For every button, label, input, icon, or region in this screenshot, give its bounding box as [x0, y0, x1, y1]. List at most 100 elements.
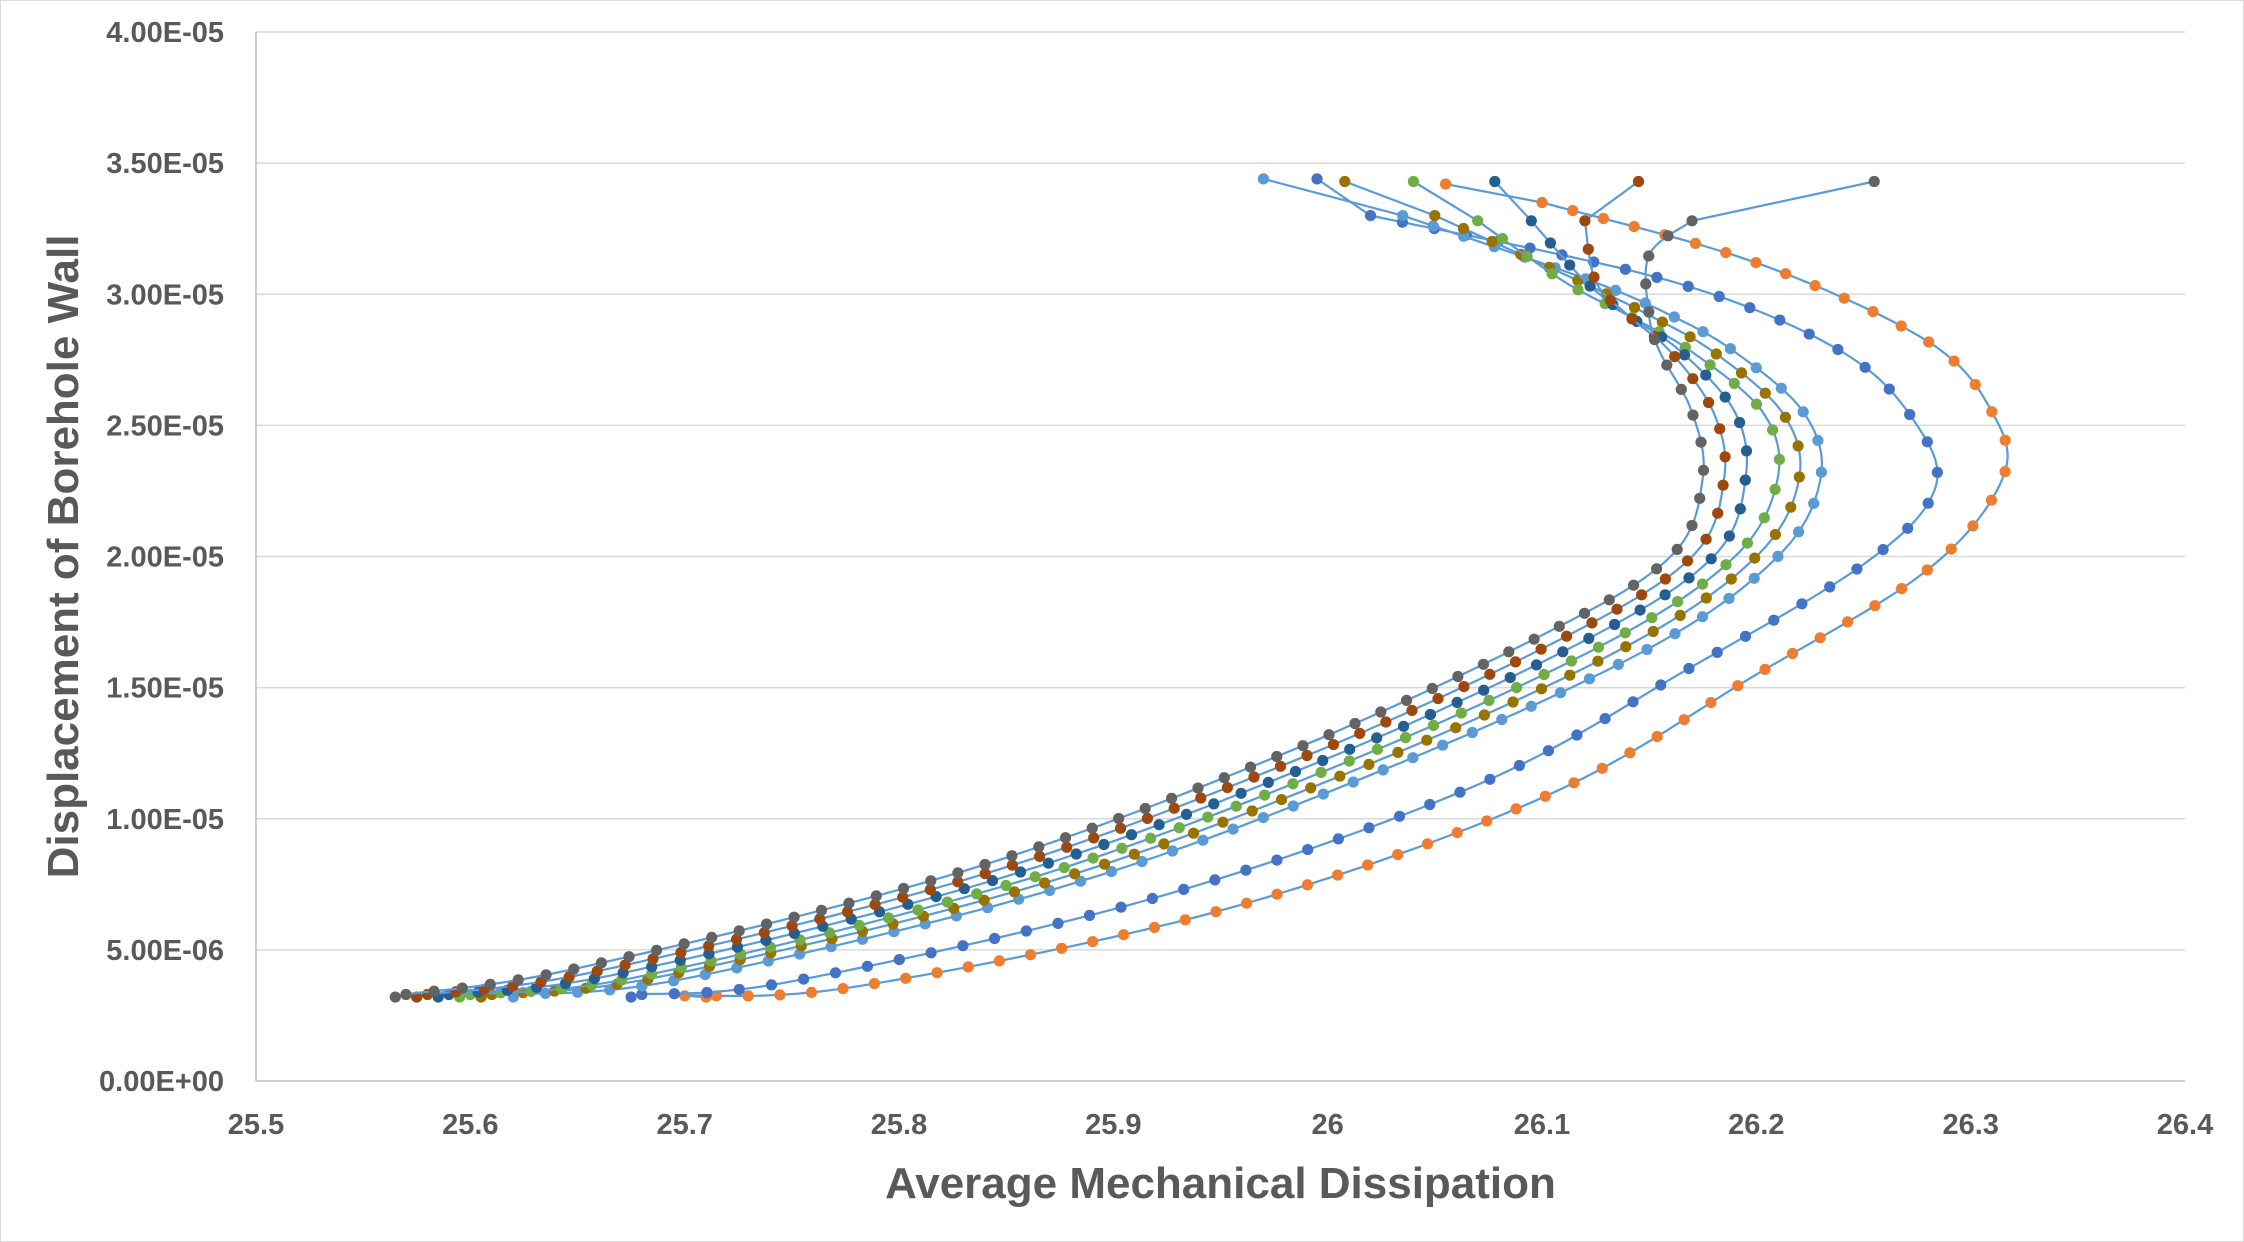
data-point — [1759, 387, 1771, 399]
data-point — [1596, 762, 1608, 774]
data-point — [1246, 805, 1258, 817]
data-point — [1679, 349, 1691, 361]
data-point — [1649, 334, 1661, 346]
series-line — [395, 180, 1875, 999]
data-point — [647, 953, 659, 965]
data-point — [1659, 589, 1671, 601]
data-point — [1364, 210, 1377, 222]
data-point — [1401, 694, 1413, 707]
data-point — [1347, 776, 1359, 788]
data-point — [1651, 271, 1663, 283]
data-point — [1759, 663, 1771, 676]
data-point — [1535, 683, 1548, 695]
data-point — [1158, 838, 1170, 850]
data-point — [1723, 592, 1735, 605]
data-point — [1380, 716, 1392, 728]
data-point — [1024, 949, 1037, 961]
data-point — [1792, 440, 1804, 452]
data-point — [1815, 466, 1827, 478]
data-point — [1241, 897, 1253, 909]
data-point — [971, 888, 983, 900]
data-point — [924, 884, 936, 896]
data-point — [1061, 841, 1073, 853]
data-point — [1769, 483, 1781, 495]
data-point — [1582, 243, 1594, 255]
data-point — [1723, 530, 1735, 542]
data-point — [1407, 752, 1419, 764]
series-group — [389, 173, 2011, 1003]
data-point — [1868, 175, 1880, 188]
data-point — [1070, 848, 1082, 860]
data-point — [1530, 659, 1543, 671]
data-point — [1780, 268, 1792, 280]
data-point — [1118, 929, 1130, 941]
data-point — [1786, 647, 1799, 660]
data-point — [733, 983, 745, 996]
data-point — [1713, 290, 1725, 303]
data-point — [1427, 719, 1439, 732]
data-point — [837, 983, 849, 995]
data-point — [1056, 942, 1068, 954]
data-point — [989, 932, 1001, 945]
data-point — [1451, 696, 1463, 709]
data-point — [703, 940, 715, 952]
data-point — [761, 918, 773, 930]
data-point — [1697, 326, 1709, 338]
data-point — [1793, 526, 1805, 538]
data-point — [1696, 611, 1709, 623]
data-point — [941, 896, 954, 908]
y-tick-label: 2.50E-05 — [106, 410, 224, 442]
data-point — [1668, 311, 1680, 323]
data-point — [1271, 750, 1283, 763]
data-point — [1824, 581, 1836, 593]
data-point — [1539, 790, 1551, 802]
data-point — [1744, 302, 1756, 314]
data-point — [957, 940, 969, 952]
x-tick-label: 25.8 — [871, 1109, 927, 1141]
data-point — [1178, 883, 1190, 896]
data-point — [400, 988, 412, 1001]
data-point — [1599, 713, 1611, 725]
x-tick-label: 26.1 — [1514, 1109, 1570, 1141]
data-point — [389, 991, 401, 1003]
data-point — [1748, 572, 1760, 584]
data-point — [1168, 802, 1180, 814]
data-point — [1999, 466, 2011, 478]
data-point — [1397, 210, 1409, 222]
data-point — [1006, 850, 1018, 862]
data-point — [912, 904, 924, 916]
data-point — [1000, 879, 1012, 892]
data-point — [1349, 717, 1361, 730]
data-point — [786, 920, 798, 932]
data-point — [979, 868, 991, 880]
data-point — [1700, 369, 1712, 381]
data-point — [1808, 497, 1820, 509]
data-point — [1450, 722, 1462, 734]
y-tick-label: 5.00E-06 — [106, 935, 224, 967]
data-point — [1710, 348, 1722, 360]
data-point — [1202, 811, 1214, 823]
data-point — [1632, 175, 1645, 188]
data-point — [1429, 210, 1441, 222]
data-point — [1437, 739, 1449, 751]
data-point — [1921, 436, 1933, 448]
x-tick-label: 25.7 — [656, 1109, 712, 1141]
data-point — [742, 990, 754, 1002]
y-axis-title: Displacement of Borehole Wall — [39, 235, 88, 879]
data-point — [1705, 553, 1717, 565]
data-point — [1553, 620, 1565, 632]
data-point — [1432, 693, 1444, 705]
data-point — [1646, 612, 1658, 624]
data-point — [993, 955, 1005, 967]
data-point — [925, 875, 937, 887]
data-point — [1141, 812, 1153, 825]
data-point — [1554, 687, 1567, 699]
data-point — [1803, 328, 1815, 340]
data-point — [1750, 257, 1762, 269]
data-point — [1484, 773, 1496, 785]
y-tick-label: 0.00E+00 — [99, 1066, 224, 1098]
data-point — [1712, 507, 1724, 519]
data-point — [1271, 888, 1283, 900]
data-point — [1098, 838, 1110, 851]
data-point — [1424, 708, 1436, 721]
